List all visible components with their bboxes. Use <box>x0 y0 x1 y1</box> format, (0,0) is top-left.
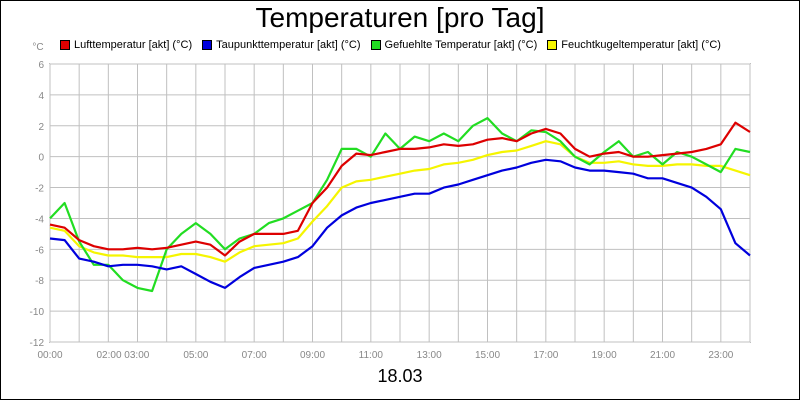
y-tick-label: -8 <box>35 276 44 287</box>
y-tick-label: 0 <box>38 153 44 164</box>
legend-label-taupunkt: Taupunkttemperatur [akt] (°C) <box>216 39 361 51</box>
x-tick-label: 15:00 <box>475 350 500 361</box>
grid-layer <box>49 63 751 343</box>
x-tick-label: 02:00 03:00 <box>97 350 150 361</box>
legend-swatch-taupunkt <box>202 40 213 50</box>
x-axis-date-label: 18.03 <box>377 366 423 386</box>
series-layer <box>49 116 751 293</box>
x-tick-label: 07:00 <box>242 350 267 361</box>
legend-label-gefuehlt: Gefuehlte Temperatur [akt] (°C) <box>384 39 538 51</box>
y-tick-label: -6 <box>35 245 44 256</box>
legend: Lufttemperatur [akt] (°C) Taupunkttemper… <box>60 38 721 52</box>
x-tick-label: 00:00 <box>37 350 62 361</box>
chart-title: Temperaturen [pro Tag] <box>255 2 545 33</box>
x-tick-label: 21:00 <box>650 350 675 361</box>
y-tick-label: -12 <box>30 338 45 349</box>
y-tick-label: 6 <box>38 60 44 71</box>
y-tick-label: 4 <box>38 91 44 102</box>
lufttemperatur-line <box>49 121 751 257</box>
feuchtkugeltemperatur-line <box>49 140 751 263</box>
y-tick-label: 2 <box>38 122 44 133</box>
x-tick-label: 19:00 <box>592 350 617 361</box>
taupunkttemperatur-line <box>49 158 751 289</box>
legend-item-gefuehlt: Gefuehlte Temperatur [akt] (°C) <box>370 38 538 52</box>
x-tick-label: 11:00 <box>359 350 384 361</box>
legend-item-feucht: Feuchtkugeltemperatur [akt] (°C) <box>547 38 721 52</box>
legend-item-luft: Lufttemperatur [akt] (°C) <box>60 38 192 52</box>
y-tick-label: -10 <box>30 307 45 318</box>
x-tick-label: 17:00 <box>533 350 558 361</box>
legend-label-feucht: Feuchtkugeltemperatur [akt] (°C) <box>561 39 721 51</box>
y-tick-label: -4 <box>35 214 44 225</box>
x-tick-label: 13:00 <box>417 350 442 361</box>
axis-layer: 6 4 2 0 -2 -4 -6 -8 -10 -12 °C 00:00 02:00 03:00 05:0… <box>30 42 734 361</box>
legend-item-taupunkt: Taupunkttemperatur [akt] (°C) <box>202 38 361 52</box>
y-tick-label: -2 <box>35 184 44 195</box>
x-tick-label: 23:00 <box>708 350 733 361</box>
legend-swatch-gefuehlt <box>370 40 381 50</box>
y-axis-unit: °C <box>32 42 43 53</box>
legend-label-luft: Lufttemperatur [akt] (°C) <box>74 39 193 51</box>
x-tick-label: 09:00 <box>300 350 325 361</box>
legend-swatch-luft <box>60 40 70 50</box>
x-tick-label: 05:00 <box>183 350 208 361</box>
legend-swatch-feucht <box>547 40 558 50</box>
